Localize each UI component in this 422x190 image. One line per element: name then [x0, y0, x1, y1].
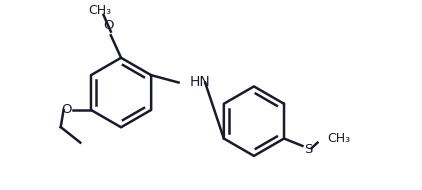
Text: CH₃: CH₃	[327, 132, 350, 145]
Text: CH₃: CH₃	[88, 4, 111, 17]
Text: O: O	[61, 103, 71, 116]
Text: S: S	[304, 143, 312, 157]
Text: O: O	[103, 19, 114, 32]
Text: HN: HN	[189, 75, 210, 89]
